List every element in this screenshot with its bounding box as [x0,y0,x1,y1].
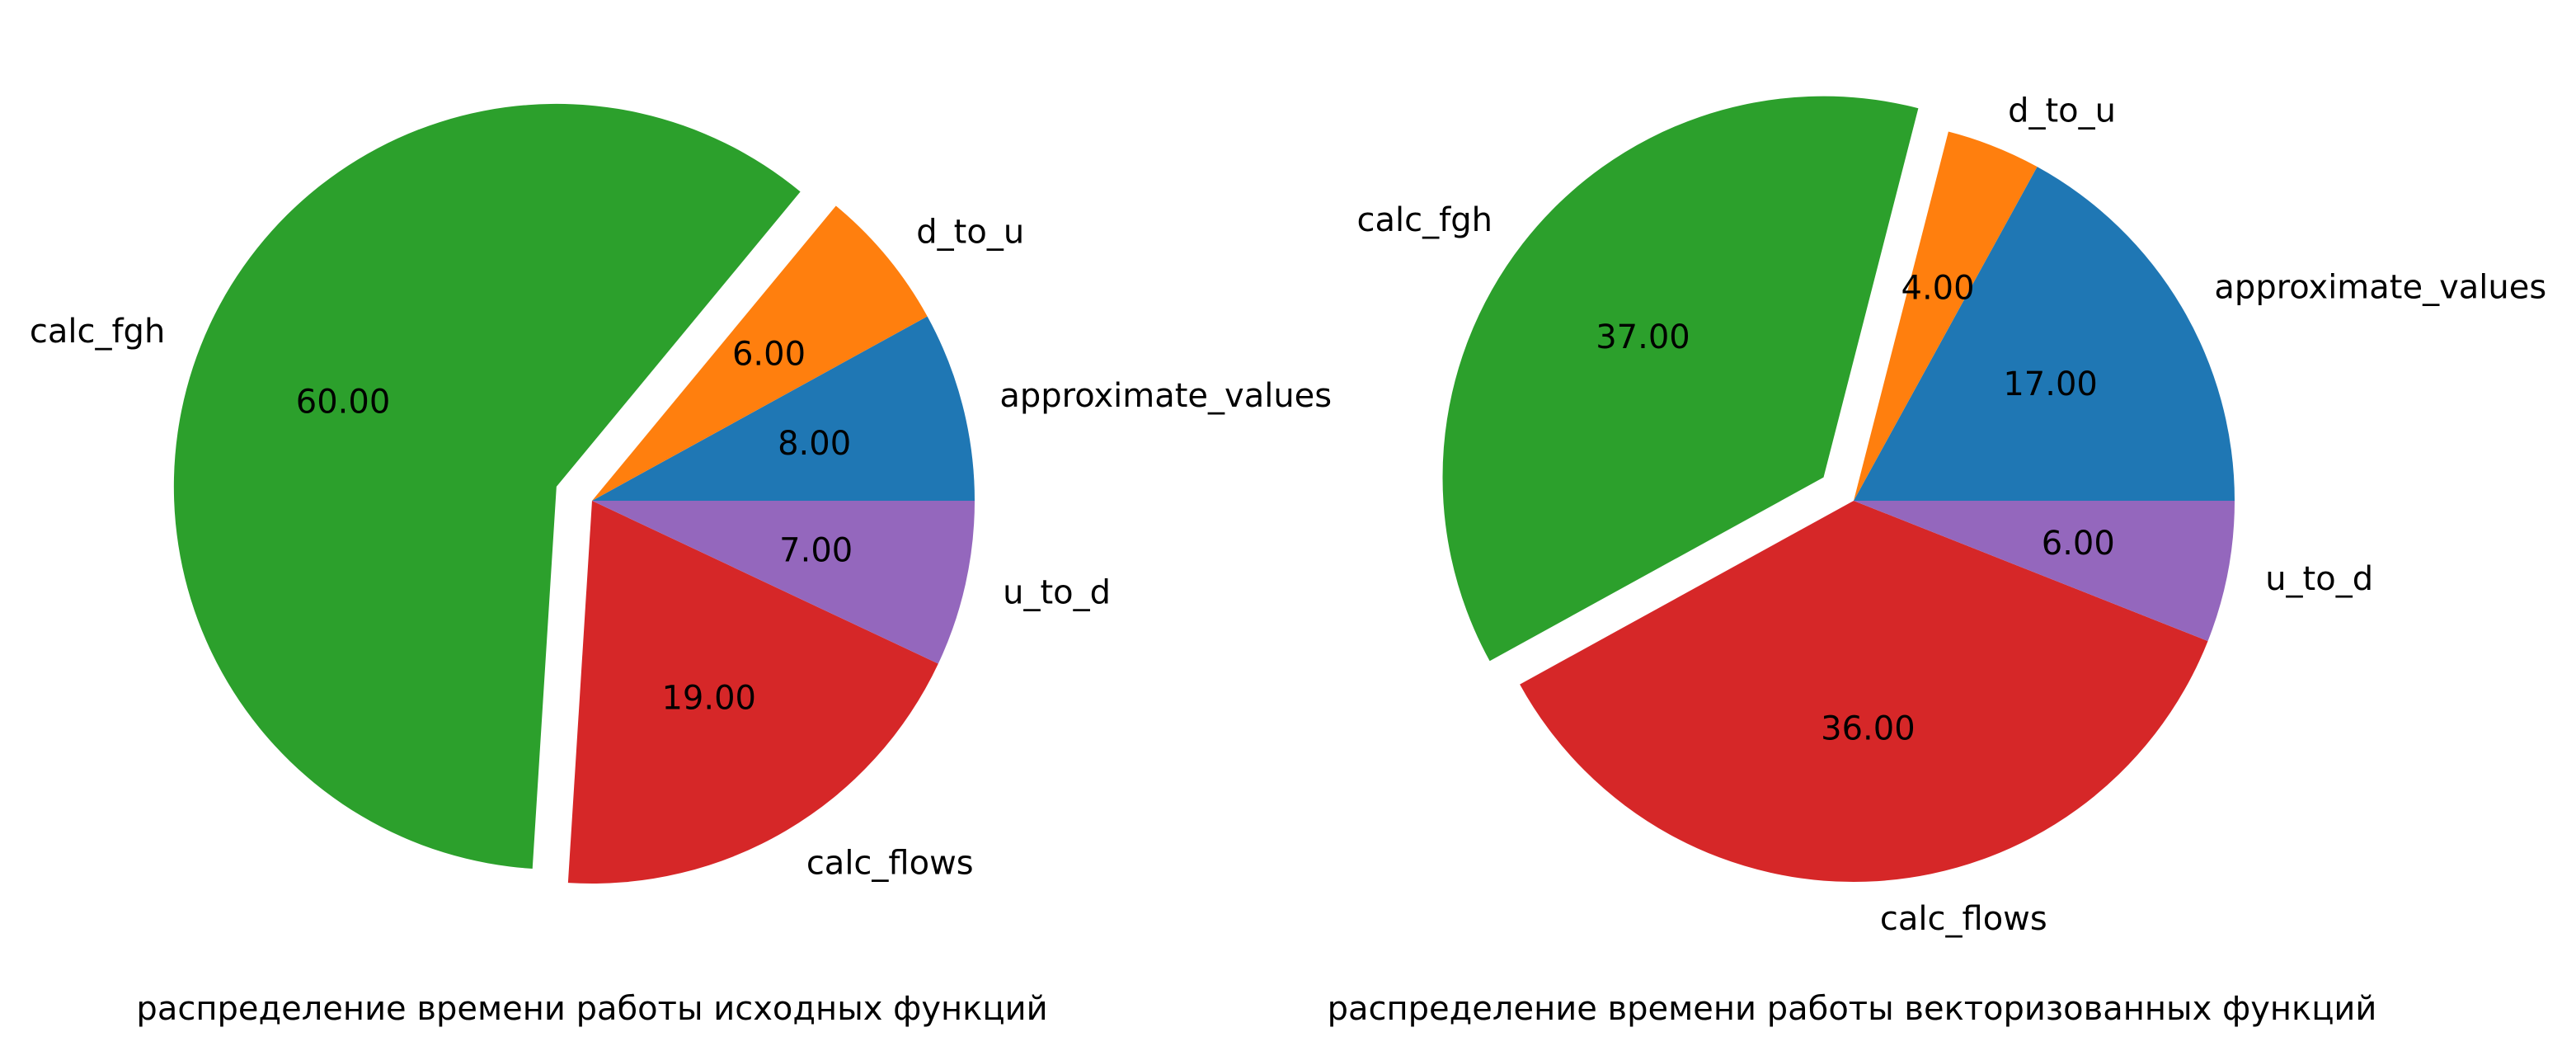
slice-percent-d-to-u: 4.00 [1901,269,1975,307]
pie-chart-vectorized-functions: approximate_values 17.00 d_to_u 4.00 calc_fg… [1357,92,2547,938]
slice-label-d-to-u: d_to_u [916,214,1024,252]
slice-percent-calc-fgh: 37.00 [1596,318,1690,356]
slice-label-calc-fgh: calc_fgh [30,313,165,351]
slice-label-d-to-u: d_to_u [2008,92,2116,130]
slice-percent-calc-fgh: 60.00 [296,383,391,421]
pie-slice-approximate-values [592,316,975,501]
pie-slice-calc-fgh [1442,96,1919,662]
slice-label-u-to-d: u_to_d [1003,573,1111,611]
slice-percent-u-to-d: 7.00 [779,532,853,570]
slice-label-calc-flows: calc_flows [1880,900,2047,938]
pie-slice-d-to-u [1854,131,2038,501]
pie-slice-d-to-u [592,205,928,501]
pie-slice-u-to-d [1854,501,2235,642]
slice-percent-d-to-u: 6.00 [732,336,806,374]
pie-slice-calc-flows [567,501,938,884]
slice-percent-approximate-values: 17.00 [2003,365,2098,403]
slice-percent-approximate-values: 8.00 [778,425,851,463]
slice-percent-calc-flows: 36.00 [1821,710,1916,748]
slice-percent-u-to-d: 6.00 [2042,525,2115,563]
pie-slice-calc-fgh [173,103,801,870]
pie-slice-u-to-d [592,501,975,664]
pie-slice-calc-flows [1520,501,2208,882]
pie-chart-original-functions: approximate_values 8.00 d_to_u 6.00 calc_fgh… [30,103,1332,884]
slice-label-calc-flows: calc_flows [806,844,974,882]
slice-label-calc-fgh: calc_fgh [1357,201,1492,239]
caption-vectorized-functions: распределение времени работы векторизова… [1328,990,2377,1028]
slice-label-approximate-values: approximate_values [999,377,1332,415]
slice-label-u-to-d: u_to_d [2265,560,2373,598]
slice-percent-calc-flows: 19.00 [661,680,756,718]
caption-original-functions: распределение времени работы исходных фу… [136,990,1047,1028]
slice-label-approximate-values: approximate_values [2214,268,2546,306]
pie-slice-approximate-values [1854,167,2235,502]
